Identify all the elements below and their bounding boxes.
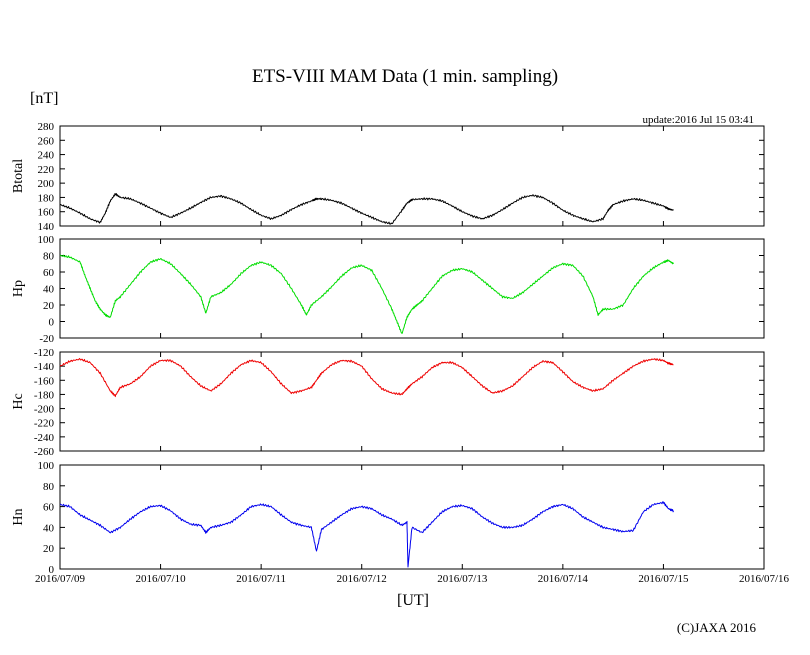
plot-frame [59,351,765,452]
x-tick-label: 2016/07/10 [136,573,187,585]
x-tick-label: 2016/07/11 [236,573,286,585]
x-tick-label: 2016/07/16 [739,573,790,585]
y-tick-label: 140 [38,221,55,233]
y-tick-label: 60 [43,502,55,514]
y-tick-label: 80 [43,251,55,263]
x-tick-label: 2016/07/12 [337,573,387,585]
y-tick-label: -140 [34,361,55,373]
y-tick-label: -240 [34,432,55,444]
x-tick-label: 2016/07/15 [638,573,689,585]
copyright-notice: (C)JAXA 2016 [676,620,756,635]
update-timestamp: update:2016 Jul 15 03:41 [642,114,754,126]
y-axis-label: Hn [11,508,26,525]
y-tick-label: -20 [39,333,54,345]
y-tick-label: 60 [43,267,55,279]
y-tick-label: 220 [38,164,55,176]
y-tick-label: -200 [34,404,55,416]
x-axis-label: [UT] [397,592,429,609]
y-tick-label: -220 [34,418,55,430]
y-tick-label: -260 [34,446,55,458]
y-tick-label: -160 [34,375,55,387]
y-tick-label: 240 [38,150,55,162]
y-tick-label: 0 [49,564,55,576]
y-tick-label: 100 [38,234,55,246]
y-tick-label: 280 [38,121,55,133]
data-line [59,193,674,225]
data-line [59,501,674,568]
plot-frame [59,464,765,570]
y-tick-label: 40 [43,522,55,534]
chart-title: ETS-VIII MAM Data (1 min. sampling) [251,66,559,87]
y-tick-label: 260 [38,135,55,147]
y-tick-label: 20 [43,543,55,555]
y-tick-label: 40 [43,284,55,296]
y-axis-label: Hp [11,280,26,297]
y-tick-label: 100 [38,460,55,472]
x-tick-label: 2016/07/09 [35,573,86,585]
y-tick-label: 0 [49,317,55,329]
plot-frame [59,125,765,227]
data-line [59,254,674,334]
x-tick-label: 2016/07/14 [538,573,589,585]
y-tick-label: -120 [34,347,55,359]
unit-label: [nT] [30,90,59,107]
y-tick-label: 180 [38,192,55,204]
y-tick-label: -180 [34,389,55,401]
plot-frame [59,238,765,339]
y-tick-label: 200 [38,178,55,190]
y-tick-label: 20 [43,300,55,312]
x-tick-label: 2016/07/13 [437,573,488,585]
y-tick-label: 160 [38,207,55,219]
data-line [59,358,674,398]
y-axis-label: Btotal [11,159,26,193]
y-tick-label: 80 [43,481,55,493]
y-axis-label: Hc [11,393,26,409]
